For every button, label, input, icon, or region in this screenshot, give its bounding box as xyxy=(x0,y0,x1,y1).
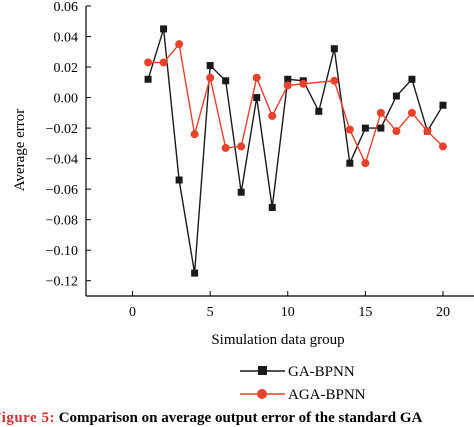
y-tick-label: −0.12 xyxy=(46,275,78,290)
x-axis-ticks: 0 5 10 15 20 xyxy=(129,291,450,320)
y-tick-label: −0.04 xyxy=(46,153,78,168)
data-point xyxy=(315,107,323,115)
data-point xyxy=(159,58,168,67)
data-point xyxy=(144,58,153,67)
x-axis-title: Simulation data group xyxy=(211,332,344,348)
axes xyxy=(85,6,474,297)
legend: GA-BPNN AGA-BPNN xyxy=(240,364,366,403)
legend-label-aga-bpnn: AGA-BPNN xyxy=(288,387,366,403)
y-tick-label: −0.02 xyxy=(46,122,78,137)
data-point xyxy=(237,142,246,151)
data-point xyxy=(407,108,416,117)
figure-caption: Figure 5: Comparison on average output e… xyxy=(0,410,474,427)
data-point xyxy=(144,75,152,83)
data-point xyxy=(361,124,369,132)
legend-entry-ga-bpnn: GA-BPNN xyxy=(240,364,355,380)
data-point xyxy=(408,75,416,83)
data-point xyxy=(284,75,292,83)
data-point xyxy=(191,269,199,277)
legend-marker-ga-bpnn xyxy=(258,366,267,375)
x-tick-label: 0 xyxy=(129,305,136,320)
legend-label-ga-bpnn: GA-BPNN xyxy=(288,364,355,380)
y-tick-label: −0.08 xyxy=(46,214,78,229)
data-point xyxy=(253,94,261,102)
data-point xyxy=(330,45,338,53)
data-point xyxy=(299,79,308,88)
data-point xyxy=(222,77,230,85)
y-tick-label: 0.02 xyxy=(54,61,79,76)
data-point xyxy=(345,125,354,134)
x-tick-label: 5 xyxy=(207,305,214,320)
line-chart: −0.12 −0.10 −0.08 −0.06 −0.04 −0.02 0.00 0.02 0.… xyxy=(12,0,474,403)
x-tick-label: 10 xyxy=(281,305,295,320)
series-layer xyxy=(144,25,447,277)
data-point xyxy=(237,188,245,196)
data-point xyxy=(252,73,261,82)
y-axis-title: Average error xyxy=(12,109,28,192)
data-point xyxy=(268,203,276,211)
data-point xyxy=(361,159,370,168)
y-tick-label: −0.10 xyxy=(46,244,78,259)
legend-entry-aga-bpnn: AGA-BPNN xyxy=(240,387,366,403)
series-aga-bpnn xyxy=(144,40,447,168)
y-tick-label: 0.06 xyxy=(54,0,79,15)
y-tick-label: 0.04 xyxy=(54,31,79,46)
data-point xyxy=(221,143,230,152)
x-tick-label: 20 xyxy=(436,305,450,320)
y-tick-label: 0.00 xyxy=(54,92,79,107)
data-point xyxy=(160,25,168,33)
y-tick-label: −0.06 xyxy=(46,183,78,198)
data-point xyxy=(175,40,184,49)
data-point xyxy=(423,127,432,136)
data-point xyxy=(330,76,339,85)
data-point xyxy=(392,92,400,100)
caption-label: Figure 5: xyxy=(0,410,55,426)
data-point xyxy=(377,124,385,132)
data-point xyxy=(392,127,401,136)
data-point xyxy=(206,62,214,70)
legend-marker-aga-bpnn xyxy=(257,389,267,399)
data-point xyxy=(283,81,292,90)
series-line-aga-bpnn xyxy=(148,42,444,166)
caption-text: Comparison on average output error of th… xyxy=(54,410,423,426)
x-tick-label: 15 xyxy=(358,305,372,320)
data-point xyxy=(346,159,354,167)
data-point xyxy=(175,176,183,184)
data-point xyxy=(190,130,199,139)
data-point xyxy=(206,73,215,82)
series-line-ga-bpnn xyxy=(147,28,444,274)
y-axis-ticks: −0.12 −0.10 −0.08 −0.06 −0.04 −0.02 0.00 0.02 0.… xyxy=(46,0,91,290)
series-ga-bpnn xyxy=(144,25,447,277)
data-point xyxy=(438,142,447,151)
data-point xyxy=(376,108,385,117)
data-point xyxy=(439,101,447,109)
data-point xyxy=(268,111,277,120)
